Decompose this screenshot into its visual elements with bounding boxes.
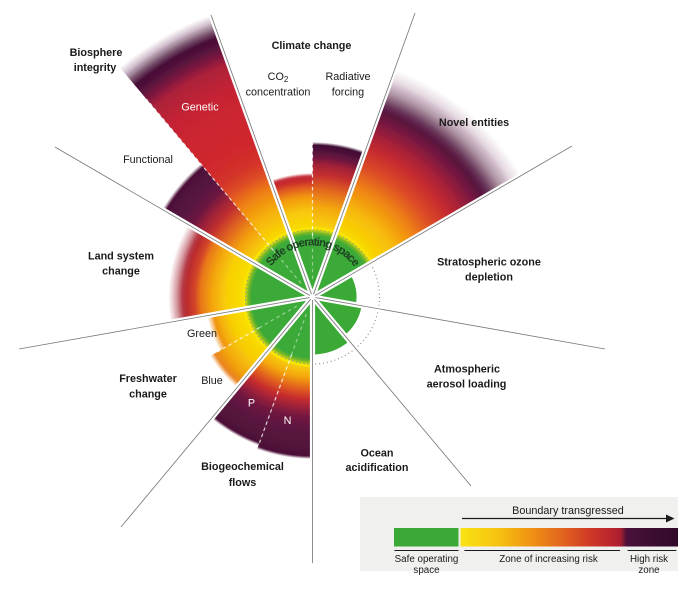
svg-text:Biogeochemical: Biogeochemical	[201, 461, 284, 473]
svg-text:concentration: concentration	[246, 87, 311, 99]
svg-text:Climate change: Climate change	[272, 40, 352, 52]
svg-text:Safe operating: Safe operating	[395, 554, 459, 565]
svg-text:Land system: Land system	[88, 251, 154, 263]
svg-text:space: space	[413, 565, 440, 576]
svg-text:Biosphere: Biosphere	[70, 47, 123, 59]
svg-text:Radiative: Radiative	[325, 71, 370, 83]
svg-text:High risk: High risk	[630, 554, 668, 565]
svg-text:Stratospheric ozone: Stratospheric ozone	[437, 257, 541, 269]
svg-text:flows: flows	[229, 477, 257, 489]
svg-text:aerosol loading: aerosol loading	[427, 379, 507, 391]
svg-text:integrity: integrity	[74, 62, 117, 74]
svg-text:Boundary transgressed: Boundary transgressed	[512, 505, 624, 517]
svg-text:Genetic: Genetic	[181, 102, 219, 114]
svg-text:N: N	[284, 415, 292, 427]
svg-text:Green: Green	[187, 328, 217, 340]
svg-text:change: change	[102, 266, 140, 278]
svg-text:Ocean: Ocean	[360, 448, 393, 460]
svg-text:Functional: Functional	[123, 154, 173, 166]
svg-text:Zone of increasing risk: Zone of increasing risk	[499, 554, 598, 565]
svg-text:Blue: Blue	[201, 375, 223, 387]
svg-text:forcing: forcing	[332, 87, 364, 99]
svg-text:acidification: acidification	[346, 462, 409, 474]
svg-text:Atmospheric: Atmospheric	[434, 364, 500, 376]
svg-text:Novel entities: Novel entities	[439, 117, 509, 129]
svg-text:change: change	[129, 389, 167, 401]
svg-text:P: P	[248, 398, 255, 410]
svg-text:Freshwater: Freshwater	[119, 373, 177, 385]
svg-text:depletion: depletion	[465, 272, 513, 284]
svg-text:CO2: CO2	[268, 71, 289, 84]
svg-text:zone: zone	[638, 565, 660, 576]
